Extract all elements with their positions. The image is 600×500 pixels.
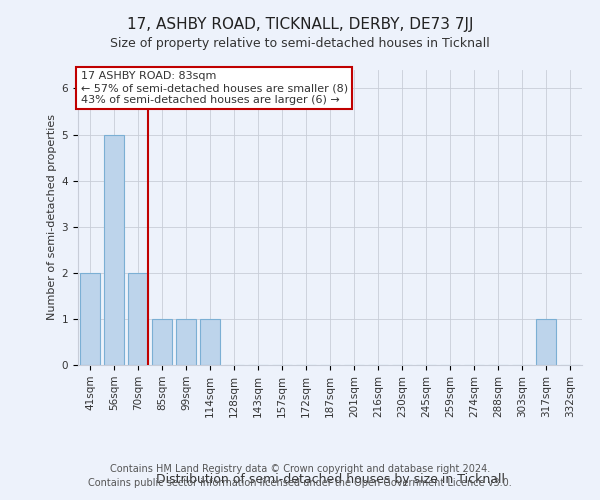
Bar	[128, 273, 148, 365]
Bar	[80, 273, 100, 365]
Bar	[536, 319, 556, 365]
Text: Size of property relative to semi-detached houses in Ticknall: Size of property relative to semi-detach…	[110, 38, 490, 51]
Text: Contains HM Land Registry data © Crown copyright and database right 2024.
Contai: Contains HM Land Registry data © Crown c…	[88, 464, 512, 487]
Bar	[152, 319, 172, 365]
Text: 17 ASHBY ROAD: 83sqm
← 57% of semi-detached houses are smaller (8)
43% of semi-d: 17 ASHBY ROAD: 83sqm ← 57% of semi-detac…	[80, 72, 347, 104]
Bar	[200, 319, 220, 365]
Text: 17, ASHBY ROAD, TICKNALL, DERBY, DE73 7JJ: 17, ASHBY ROAD, TICKNALL, DERBY, DE73 7J…	[127, 18, 473, 32]
Y-axis label: Number of semi-detached properties: Number of semi-detached properties	[47, 114, 58, 320]
Bar	[176, 319, 196, 365]
Text: Distribution of semi-detached houses by size in Ticknall: Distribution of semi-detached houses by …	[155, 472, 505, 486]
Bar	[104, 134, 124, 365]
